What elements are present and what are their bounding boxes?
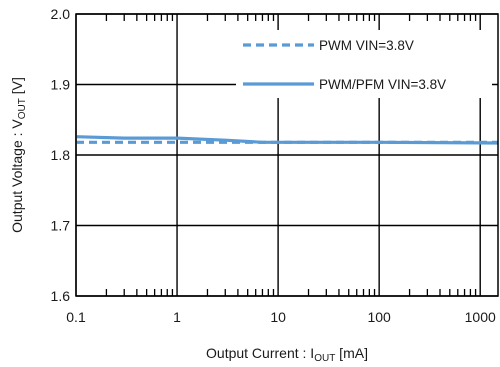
series-line-2 — [75, 135, 499, 145]
x-tick-label: 0.1 — [66, 309, 86, 325]
y-axis-label: Output Voltage : VOUT [V] — [9, 77, 28, 233]
minor-ticks — [105, 14, 477, 296]
x-axis-label-unit: [mA] — [335, 345, 368, 361]
y-axis-label-sub: OUT — [17, 98, 28, 119]
legend-background — [236, 30, 492, 98]
y-tick-labels: 1.6 1.7 1.8 1.9 2.0 — [51, 6, 71, 304]
x-axis-label-sub: OUT — [314, 353, 335, 364]
y-axis-label-main: Output Voltage : V — [9, 119, 25, 233]
series-layer — [75, 135, 499, 145]
y-tick-label: 1.8 — [51, 147, 71, 163]
y-tick-label: 1.9 — [51, 77, 71, 93]
plot-frame — [75, 13, 499, 297]
y-tick-label: 1.7 — [51, 218, 71, 234]
y-tick-label: 1.6 — [51, 288, 71, 304]
x-tick-label: 10 — [270, 309, 286, 325]
x-tick-label: 1000 — [465, 309, 496, 325]
x-tick-label: 1 — [173, 309, 181, 325]
legend: PWM VIN=3.8V PWM/PFM VIN=3.8V — [236, 30, 492, 98]
x-tick-labels: 0.1 1 10 100 1000 — [66, 309, 496, 325]
legend-label-1: PWM VIN=3.8V — [319, 38, 414, 53]
y-tick-label: 2.0 — [51, 6, 71, 22]
x-axis-label-main: Output Current : I — [206, 345, 314, 361]
x-tick-label: 100 — [367, 309, 391, 325]
legend-label-2: PWM/PFM VIN=3.8V — [319, 77, 446, 92]
y-axis-label-unit: [V] — [9, 77, 25, 98]
x-axis-label: Output Current : IOUT [mA] — [206, 345, 368, 364]
